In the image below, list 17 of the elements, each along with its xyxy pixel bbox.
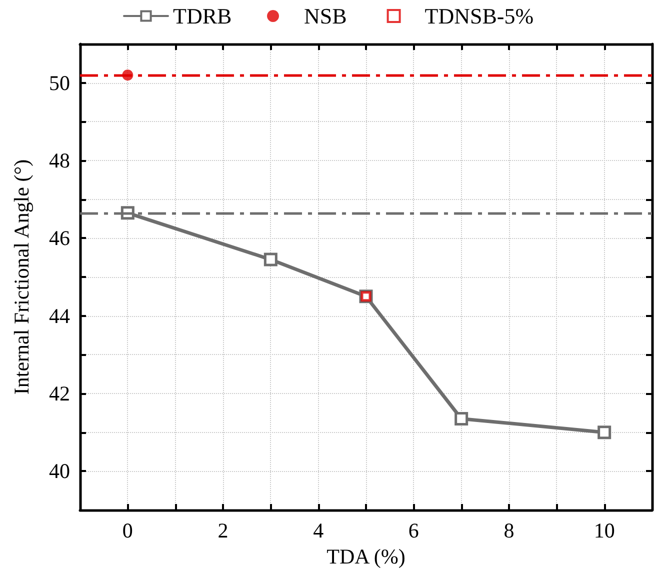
y-tick-label: 48 [49, 148, 70, 172]
y-tick-label: 42 [49, 382, 70, 406]
y-tick-label: 44 [49, 304, 70, 328]
y-tick-label: 46 [49, 226, 70, 250]
legend-label: TDNSB-5% [424, 4, 534, 28]
x-axis-title: TDA (%) [326, 544, 406, 568]
x-tick-label: 6 [408, 518, 419, 542]
legend-label: TDRB [173, 4, 232, 28]
x-tick-label: 10 [594, 518, 615, 542]
y-tick-label: 40 [49, 459, 70, 484]
x-tick-label: 8 [504, 518, 514, 542]
y-tick-label: 50 [49, 70, 70, 95]
x-tick-label: 0 [122, 518, 133, 542]
x-tick-label: 4 [313, 518, 324, 542]
x-tick-label: 2 [218, 518, 228, 542]
y-axis-title: Internal Frictional Angle (°) [10, 159, 34, 395]
legend-label: NSB [304, 4, 347, 28]
